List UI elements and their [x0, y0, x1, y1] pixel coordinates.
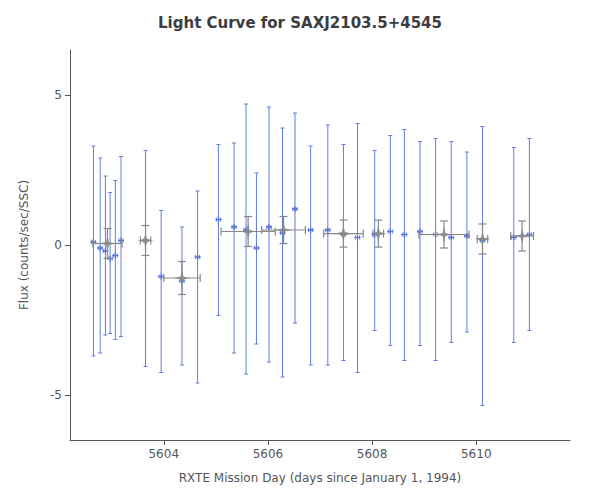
svg-text:Light Curve for SAXJ2103.5+454: Light Curve for SAXJ2103.5+4545	[158, 14, 442, 32]
svg-text:5: 5	[54, 88, 62, 102]
svg-text:5608: 5608	[357, 447, 388, 461]
svg-text:0: 0	[54, 238, 62, 252]
svg-text:5606: 5606	[253, 447, 284, 461]
svg-text:5610: 5610	[461, 447, 492, 461]
svg-text:RXTE Mission Day (days since J: RXTE Mission Day (days since January 1, …	[179, 471, 461, 485]
svg-text:5604: 5604	[148, 447, 179, 461]
svg-text:Flux (counts/sec/SSC): Flux (counts/sec/SSC)	[17, 180, 31, 310]
svg-text:-5: -5	[50, 388, 62, 402]
